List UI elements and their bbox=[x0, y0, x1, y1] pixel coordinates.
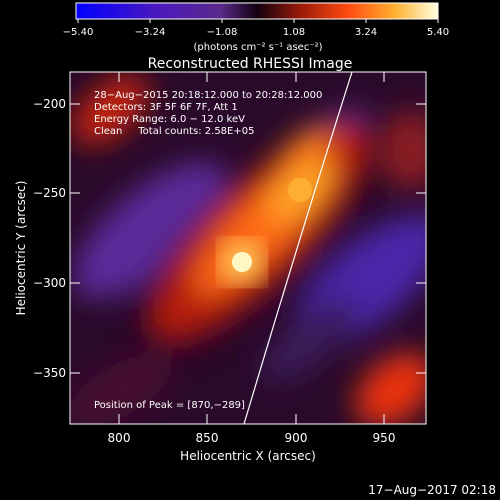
y-tick-label: −250 bbox=[33, 186, 66, 200]
info-clean-counts: Clean Total counts: 2.58E+05 bbox=[94, 126, 254, 137]
colorbar-tick-label: 3.24 bbox=[355, 27, 377, 38]
info-energy-range: Energy Range: 6.0 − 12.0 keV bbox=[94, 114, 245, 125]
x-tick-label: 850 bbox=[196, 431, 219, 445]
x-tick-label: 900 bbox=[285, 431, 308, 445]
colorbar-ticks bbox=[77, 19, 439, 23]
colorbar: −5.40 −3.24 −1.08 1.08 3.24 5.40 (photon… bbox=[63, 2, 449, 53]
colorbar-tick-label: −3.24 bbox=[135, 27, 166, 38]
y-tick-label: −300 bbox=[33, 276, 66, 290]
info-detectors: Detectors: 3F 5F 6F 7F, Att 1 bbox=[94, 102, 238, 113]
y-axis bbox=[70, 103, 426, 374]
info-time-range: 28−Aug−2015 20:18:12.000 to 20:28:12.000 bbox=[94, 90, 322, 101]
y-axis-label: Heliocentric Y (arcsec) bbox=[14, 181, 28, 316]
rhessi-image bbox=[70, 72, 426, 424]
colorbar-gradient bbox=[75, 2, 439, 20]
colorbar-tick-label: 1.08 bbox=[283, 27, 305, 38]
solar-limb-curve bbox=[243, 72, 353, 424]
colorbar-tick-label: 5.40 bbox=[427, 27, 449, 38]
x-axis bbox=[118, 72, 385, 424]
x-tick-label: 950 bbox=[373, 431, 396, 445]
colorbar-unit-label: (photons cm⁻² s⁻¹ asec⁻²) bbox=[193, 42, 322, 53]
info-annotation: 28−Aug−2015 20:18:12.000 to 20:28:12.000… bbox=[94, 90, 322, 137]
plot-frame bbox=[69, 71, 427, 425]
x-tick-label: 800 bbox=[108, 431, 131, 445]
colorbar-tick-label: −5.40 bbox=[63, 27, 94, 38]
y-tick-label: −200 bbox=[33, 97, 66, 111]
x-axis-label: Heliocentric X (arcsec) bbox=[180, 449, 316, 463]
generation-timestamp: 17−Aug−2017 02:18 bbox=[368, 483, 496, 497]
peak-position-label: Position of Peak = [870,−289] bbox=[94, 400, 245, 411]
y-tick-label: −350 bbox=[33, 366, 66, 380]
plot-title: Reconstructed RHESSI Image bbox=[148, 56, 353, 72]
colorbar-tick-label: −1.08 bbox=[207, 27, 238, 38]
